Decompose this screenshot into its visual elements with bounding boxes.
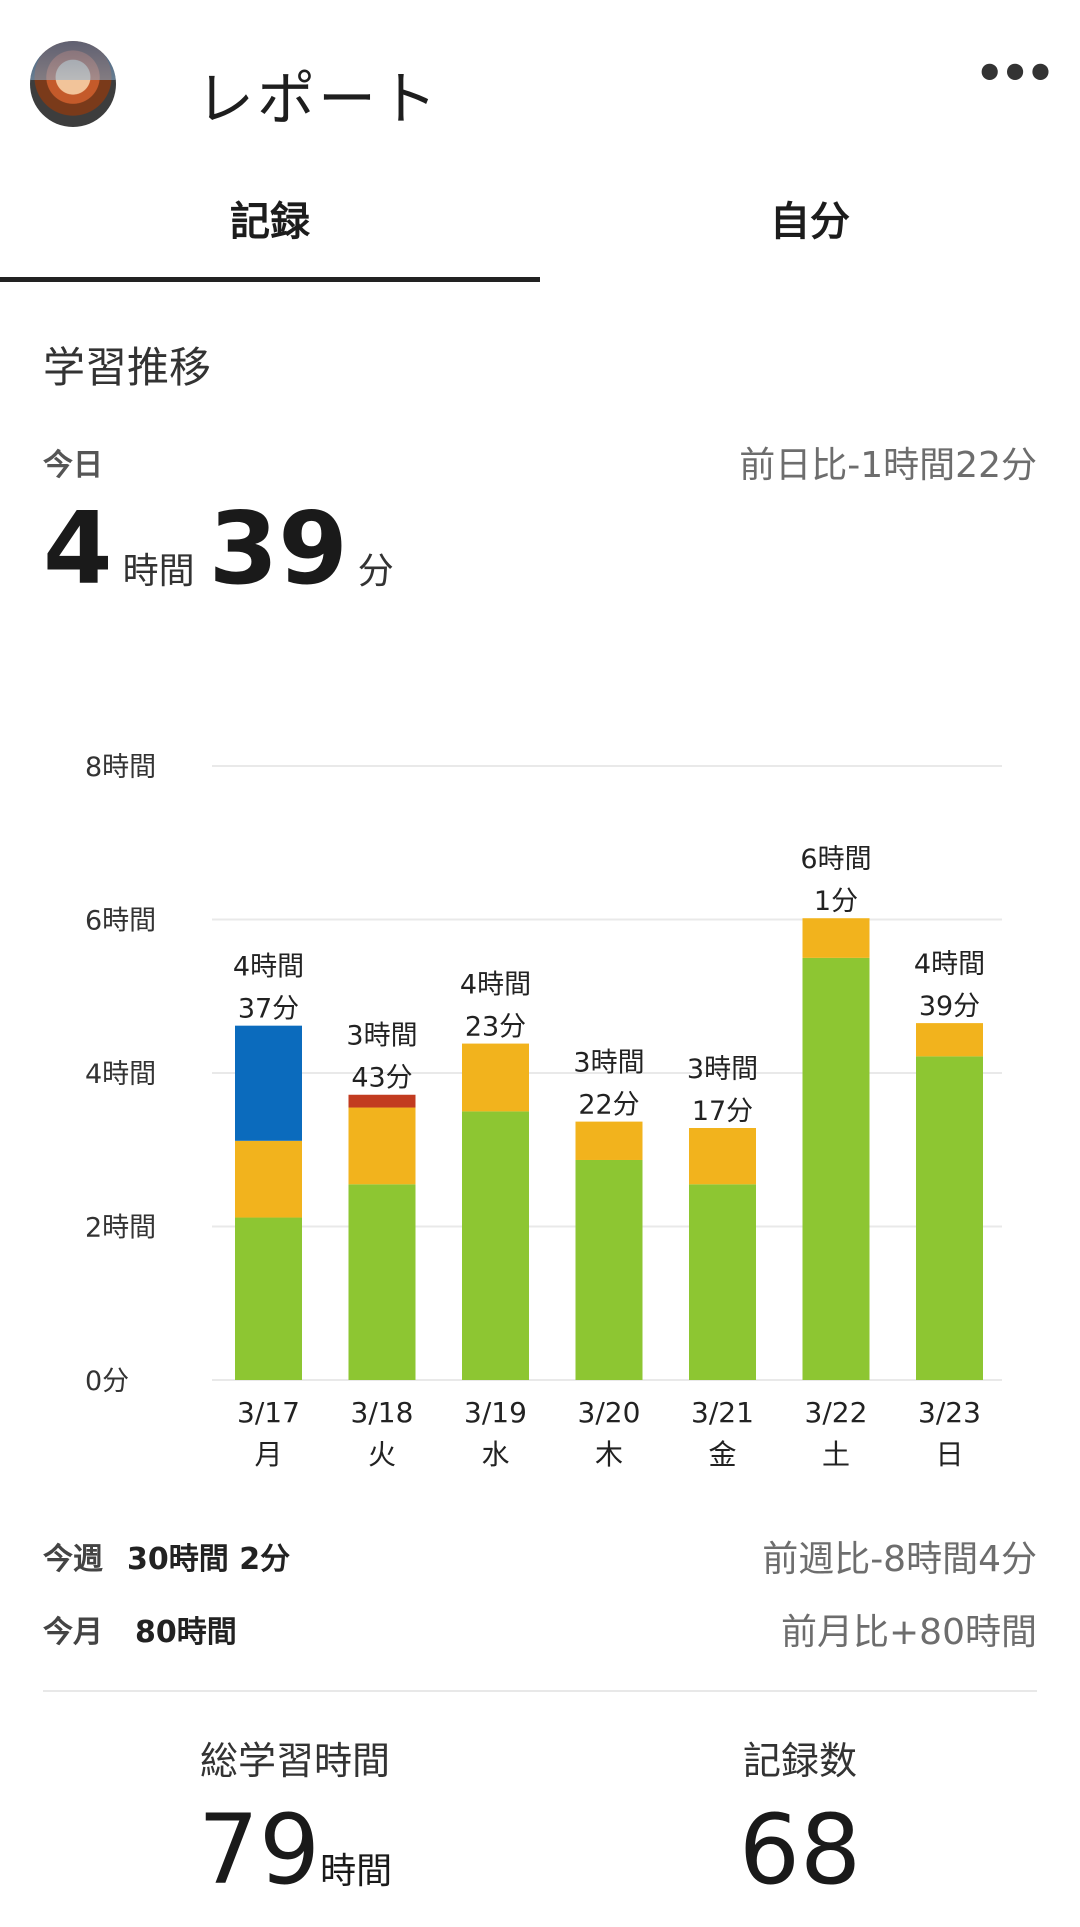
study-trend-chart: 0分 2時間 4時間 6時間 8時間 4時間 37分 3/17 月 3時間 43分 3/18 火 4時間 2… [85, 752, 1002, 1471]
total-study-time-unit: 時間 [320, 1851, 393, 1892]
record-count-label: 記録数 [742, 1739, 857, 1783]
bar-segment [348, 1107, 416, 1185]
avatar[interactable] [30, 41, 116, 127]
bar-segment [462, 1111, 529, 1380]
bar-total-label: 4時間 [233, 952, 304, 983]
bar-total-label: 22分 [578, 1090, 639, 1121]
x-date-label: 3/19 [464, 1396, 527, 1429]
bar-segment [348, 1184, 416, 1380]
bar-segment [916, 1023, 983, 1057]
bar-total-label: 3時間 [346, 1021, 417, 1052]
x-weekday-label: 金 [708, 1438, 736, 1471]
week-compare: 前週比-8時間4分 [762, 1539, 1037, 1580]
y-tick-label: 0分 [85, 1366, 129, 1397]
today-total: 4 時間 39 分 [43, 494, 408, 627]
bar-total-label: 4時間 [914, 949, 985, 980]
month-value: 80時間 [135, 1615, 237, 1650]
total-study-time: 総学習時間 79時間 [130, 1730, 460, 1927]
bar-segment [235, 1217, 302, 1380]
minutes-unit: 分 [357, 551, 394, 592]
bar-segment [462, 1043, 529, 1112]
bar-total-label: 39分 [919, 991, 980, 1022]
x-date-label: 3/18 [351, 1396, 414, 1429]
bar-total-label: 3時間 [687, 1054, 758, 1085]
bar-segment [348, 1094, 416, 1108]
bar-total-label: 37分 [238, 994, 299, 1025]
y-tick-label: 4時間 [85, 1059, 156, 1090]
bar-total-label: 6時間 [800, 844, 871, 875]
y-tick-label: 2時間 [85, 1213, 156, 1244]
x-date-label: 3/21 [691, 1396, 754, 1429]
bar-total-label: 1分 [814, 886, 858, 917]
today-minutes: 39 [208, 490, 348, 607]
bar-segment [575, 1121, 643, 1160]
record-count: 記録数 68 [640, 1730, 960, 1905]
bar-total-label: 4時間 [460, 970, 531, 1001]
record-count-value: 68 [738, 1794, 862, 1906]
tab-self[interactable]: 自分 [770, 199, 850, 245]
week-value: 30時間 2分 [127, 1542, 291, 1577]
hours-unit: 時間 [122, 551, 195, 592]
tab-records[interactable]: 記録 [0, 170, 540, 282]
bar-total-label: 43分 [351, 1063, 412, 1094]
x-weekday-label: 火 [368, 1438, 396, 1471]
total-study-time-label: 総学習時間 [199, 1739, 390, 1783]
x-date-label: 3/23 [918, 1396, 981, 1429]
today-hours: 4 [43, 490, 113, 607]
month-row: 今月 80時間 前月比+80時間 [43, 1603, 1037, 1653]
bar-segment [802, 918, 870, 958]
month-compare: 前月比+80時間 [781, 1612, 1037, 1653]
bar-segment [802, 957, 870, 1380]
x-date-label: 3/20 [578, 1396, 641, 1429]
x-date-label: 3/22 [805, 1396, 868, 1429]
x-weekday-label: 木 [595, 1438, 623, 1471]
y-tick-label: 6時間 [85, 906, 156, 937]
bar-total-label: 3時間 [573, 1048, 644, 1079]
x-weekday-label: 日 [935, 1438, 963, 1471]
x-weekday-label: 月 [254, 1438, 282, 1471]
y-tick-label: 8時間 [85, 752, 156, 783]
total-study-time-value: 79 [197, 1794, 321, 1906]
tab-bar: 記録 自分 [0, 170, 1080, 288]
x-weekday-label: 土 [822, 1438, 850, 1471]
app-header: レポート ••• [0, 0, 1080, 170]
week-row: 今週 30時間 2分 前週比-8時間4分 [43, 1530, 1037, 1580]
today-diff: 前日比-1時間22分 [739, 445, 1037, 486]
bar-total-label: 17分 [692, 1096, 753, 1127]
bar-segment [916, 1056, 983, 1380]
more-options-icon[interactable]: ••• [975, 46, 1055, 100]
bar-segment [689, 1184, 756, 1380]
bar-segment [689, 1128, 756, 1185]
section-title: 学習推移 [43, 343, 212, 392]
bar-segment [575, 1159, 643, 1380]
bar-segment [235, 1025, 302, 1141]
divider [43, 1690, 1037, 1692]
bar-total-label: 23分 [465, 1012, 526, 1043]
x-date-label: 3/17 [237, 1396, 300, 1429]
today-label: 今日 [43, 448, 103, 483]
bar-segment [235, 1140, 302, 1218]
page-title: レポート [196, 65, 441, 133]
month-label: 今月 [43, 1615, 103, 1650]
x-weekday-label: 水 [481, 1438, 509, 1471]
week-label: 今週 [43, 1542, 103, 1577]
